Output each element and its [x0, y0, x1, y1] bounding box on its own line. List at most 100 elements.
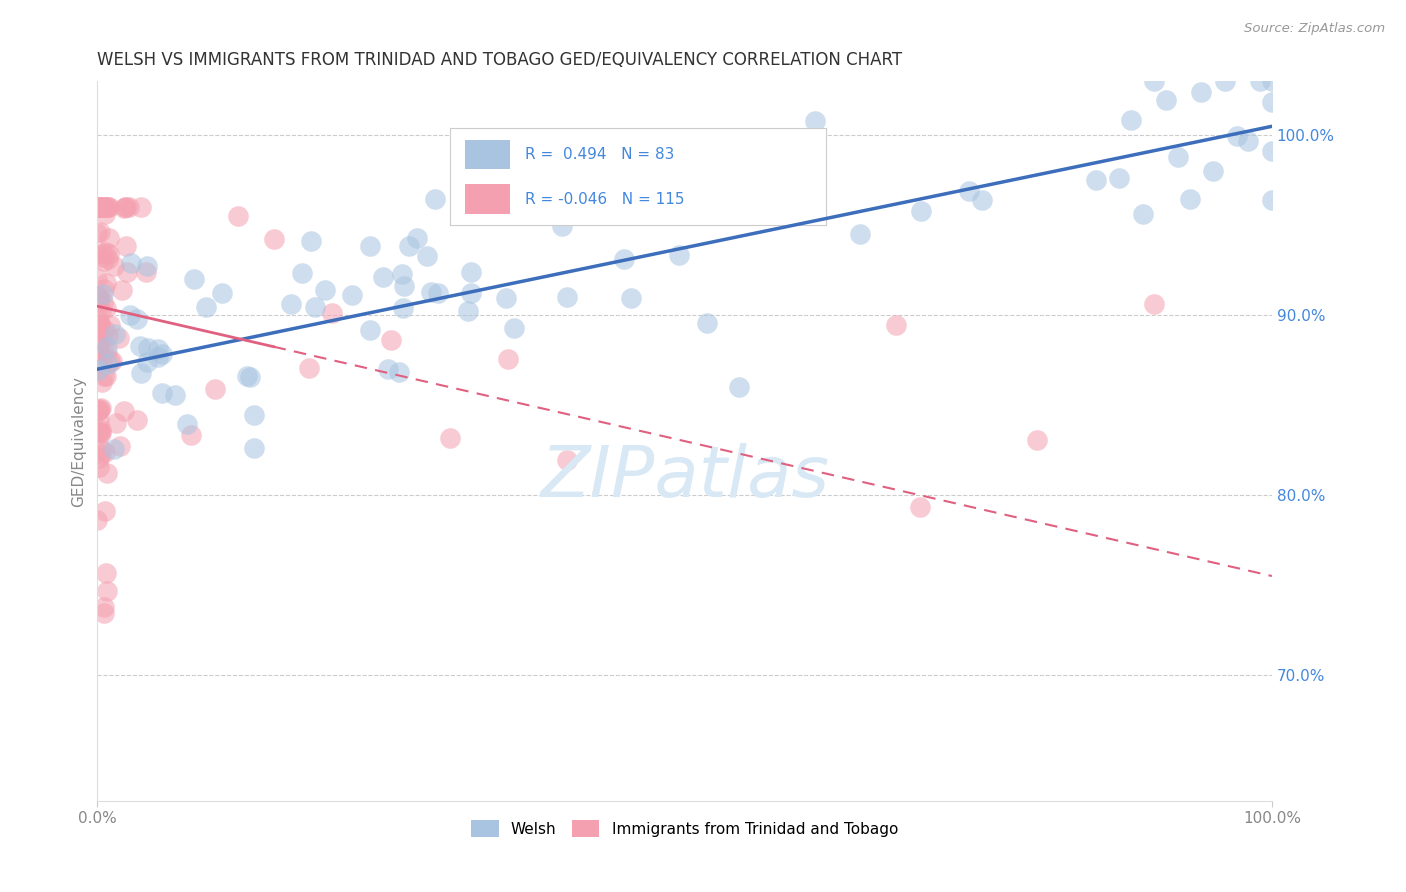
- Point: [304, 300, 326, 314]
- Point: [204, 382, 226, 396]
- Point: [87, 363, 110, 377]
- Point: [117, 265, 139, 279]
- Point: [87, 331, 110, 345]
- Point: [112, 404, 135, 418]
- Point: [957, 184, 980, 198]
- Point: [125, 311, 148, 326]
- Point: [498, 351, 520, 366]
- Point: [103, 259, 125, 273]
- Point: [135, 265, 157, 279]
- Point: [93, 504, 115, 518]
- Point: [1178, 192, 1201, 206]
- Point: [388, 365, 411, 379]
- Point: [129, 366, 152, 380]
- Point: [94, 368, 117, 383]
- Point: [120, 308, 142, 322]
- Point: [96, 467, 118, 481]
- Text: ZIPatlas: ZIPatlas: [540, 442, 830, 512]
- Point: [1084, 173, 1107, 187]
- Point: [427, 286, 450, 301]
- Point: [1132, 207, 1154, 221]
- Point: [94, 200, 117, 214]
- Point: [91, 295, 114, 310]
- Point: [176, 417, 198, 431]
- Point: [86, 512, 108, 526]
- Point: [91, 287, 114, 301]
- Point: [118, 200, 141, 214]
- Point: [94, 444, 117, 458]
- Point: [90, 250, 112, 264]
- Point: [114, 239, 136, 253]
- Point: [89, 401, 111, 416]
- Point: [94, 207, 117, 221]
- Point: [101, 353, 124, 368]
- Point: [87, 340, 110, 354]
- Point: [87, 247, 110, 261]
- Point: [1226, 129, 1249, 144]
- Text: WELSH VS IMMIGRANTS FROM TRINIDAD AND TOBAGO GED/EQUIVALENCY CORRELATION CHART: WELSH VS IMMIGRANTS FROM TRINIDAD AND TO…: [97, 51, 903, 69]
- Point: [91, 330, 114, 344]
- Point: [97, 357, 120, 371]
- Point: [1189, 86, 1212, 100]
- Point: [87, 200, 110, 214]
- Point: [89, 293, 111, 307]
- Point: [87, 200, 110, 214]
- Point: [359, 238, 381, 252]
- Point: [96, 200, 118, 214]
- Point: [87, 425, 110, 439]
- Point: [87, 292, 110, 306]
- Point: [972, 193, 994, 207]
- Point: [555, 290, 578, 304]
- Point: [87, 404, 110, 418]
- Point: [87, 289, 110, 303]
- Point: [86, 338, 108, 352]
- Point: [146, 350, 169, 364]
- Point: [91, 200, 114, 214]
- Point: [125, 413, 148, 427]
- Point: [340, 288, 363, 302]
- Point: [120, 256, 142, 270]
- Point: [91, 200, 114, 214]
- Point: [1261, 193, 1284, 207]
- Point: [1026, 433, 1049, 447]
- Point: [1249, 74, 1271, 88]
- Point: [96, 339, 118, 353]
- Point: [1119, 112, 1142, 127]
- Point: [136, 341, 159, 355]
- Point: [96, 584, 118, 599]
- Point: [97, 329, 120, 343]
- Point: [910, 204, 932, 219]
- Point: [460, 265, 482, 279]
- Point: [89, 225, 111, 239]
- Point: [87, 334, 110, 349]
- Point: [884, 318, 907, 332]
- Point: [1167, 150, 1189, 164]
- Point: [89, 200, 111, 214]
- Point: [93, 254, 115, 268]
- Point: [263, 232, 285, 246]
- Point: [93, 346, 115, 360]
- Point: [91, 246, 114, 260]
- Point: [87, 414, 110, 428]
- Point: [194, 300, 217, 314]
- Point: [89, 318, 111, 333]
- Point: [146, 343, 169, 357]
- Point: [636, 199, 658, 213]
- Point: [243, 441, 266, 455]
- Point: [89, 291, 111, 305]
- Point: [86, 226, 108, 240]
- Point: [100, 318, 122, 332]
- Point: [457, 304, 479, 318]
- Point: [98, 354, 121, 368]
- Point: [90, 303, 112, 318]
- Point: [93, 282, 115, 296]
- Point: [115, 200, 138, 214]
- Point: [91, 376, 114, 390]
- Point: [93, 606, 115, 620]
- Point: [87, 340, 110, 354]
- Point: [398, 239, 420, 253]
- Point: [423, 192, 446, 206]
- Point: [291, 266, 314, 280]
- Point: [87, 346, 110, 360]
- Point: [94, 200, 117, 214]
